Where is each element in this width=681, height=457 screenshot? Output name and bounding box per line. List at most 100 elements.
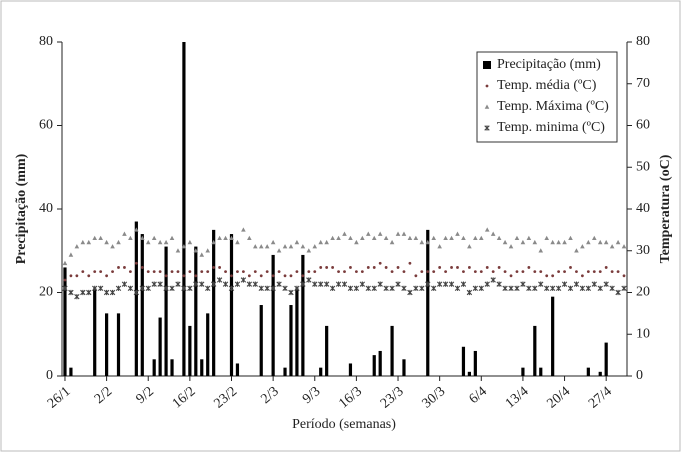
point [264, 244, 270, 249]
point [449, 235, 454, 241]
point [277, 270, 281, 274]
bar [473, 350, 477, 376]
point [539, 270, 543, 274]
point [127, 285, 134, 292]
bar [188, 325, 192, 376]
point [288, 289, 294, 296]
point [597, 239, 603, 245]
point [104, 239, 109, 245]
point [68, 289, 74, 296]
point [212, 266, 216, 269]
point [448, 281, 455, 287]
point [110, 244, 115, 249]
point [193, 248, 199, 253]
bar [319, 367, 323, 376]
point [408, 261, 412, 265]
point [591, 281, 597, 287]
y-tick-label: 60 [39, 118, 53, 133]
point [187, 239, 193, 245]
bar [539, 367, 543, 376]
point [395, 231, 401, 236]
point [169, 285, 175, 292]
point [152, 270, 156, 274]
point [63, 278, 67, 282]
point [74, 244, 80, 249]
bar [116, 313, 121, 376]
point [353, 285, 360, 292]
point [206, 270, 210, 274]
point [181, 244, 187, 249]
y2-tick-label: 80 [636, 34, 650, 49]
point [520, 239, 526, 245]
point [598, 270, 602, 274]
bar [521, 367, 525, 376]
bar [586, 367, 590, 376]
point [157, 281, 163, 287]
point [585, 285, 592, 292]
point [395, 281, 401, 287]
bar [200, 359, 204, 376]
point [128, 235, 133, 241]
point [502, 285, 508, 292]
bar [348, 363, 353, 376]
point [134, 227, 139, 232]
point [371, 285, 377, 292]
point [97, 285, 104, 292]
bar [301, 254, 305, 376]
point [157, 239, 163, 245]
point [360, 235, 365, 241]
point [462, 270, 465, 274]
point [509, 274, 513, 278]
point [568, 235, 573, 241]
legend-box [476, 51, 618, 143]
point [401, 231, 407, 236]
legend-marker [484, 125, 490, 131]
point [133, 289, 140, 296]
point [265, 270, 269, 274]
point [264, 285, 270, 292]
point [258, 244, 264, 249]
point [222, 281, 229, 287]
point [443, 235, 448, 241]
y2-tick-label: 30 [636, 243, 650, 258]
point [621, 285, 627, 292]
point [318, 281, 324, 287]
point [294, 239, 300, 245]
point [551, 274, 555, 278]
bar [63, 267, 67, 376]
bar [235, 363, 240, 376]
point [289, 274, 293, 278]
point [210, 281, 217, 287]
point [151, 281, 157, 287]
point [526, 235, 532, 241]
point [282, 285, 288, 292]
point [426, 270, 430, 274]
point [545, 274, 549, 278]
point [461, 235, 466, 241]
point [532, 285, 538, 292]
point [365, 285, 371, 292]
point [527, 266, 531, 269]
y2-tick-label: 10 [636, 326, 650, 341]
point [389, 285, 395, 292]
point [520, 281, 526, 287]
point [413, 285, 419, 292]
x-axis-title: Período (semanas) [292, 417, 396, 432]
point [508, 285, 514, 292]
point [579, 285, 586, 292]
point [389, 239, 395, 245]
point [479, 270, 483, 274]
point [80, 289, 86, 296]
point [550, 239, 555, 245]
bar [461, 346, 466, 376]
point [485, 266, 489, 269]
point [62, 285, 68, 292]
point [419, 239, 425, 245]
point [490, 277, 496, 283]
point [288, 244, 294, 249]
legend-label: Temp. Máxima (ºC) [497, 99, 609, 114]
point [115, 285, 122, 292]
bar [182, 42, 186, 376]
point [145, 285, 151, 292]
point [616, 270, 620, 274]
